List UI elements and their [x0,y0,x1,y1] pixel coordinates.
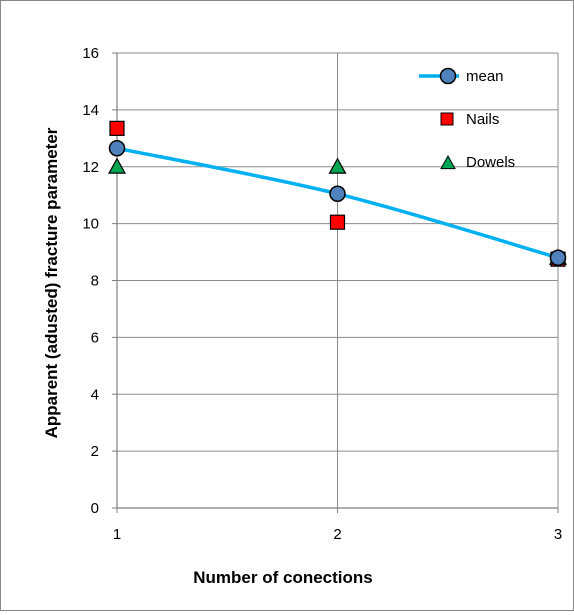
nails-point [329,214,346,230]
x-tick-label: 1 [113,526,121,543]
mean-point [549,249,567,266]
series-layer [107,120,568,267]
x-axis-title: Number of conections [193,568,372,587]
nails-point [109,120,125,136]
x-tick-label: 2 [333,526,341,543]
y-tick-label: 2 [91,443,99,460]
y-tick-label: 6 [91,329,99,346]
legend-nails-label: Nails [466,111,499,128]
dowels-point [107,157,127,174]
legend-mean-marker [439,67,457,85]
legend-mean-label: mean [466,68,504,85]
x-tick-label: 3 [554,526,562,543]
y-tick-label: 12 [82,159,99,176]
y-tick-label: 14 [82,102,99,119]
y-axis-title: Apparent (adusted) fracture parameter [42,127,61,438]
y-tick-label: 10 [82,216,99,233]
y-tick-label: 16 [82,45,99,62]
y-tick-label: 4 [91,386,99,403]
y-tick-label: 0 [91,500,99,517]
legend-dowels-marker [440,154,456,170]
mean-point [329,185,346,203]
y-tick-label: 8 [91,273,99,290]
legend-layer: mean Nails Dowels [419,67,515,171]
dowels-point [328,157,347,174]
legend-dowels-label: Dowels [466,154,515,171]
legend-nails-marker [440,112,454,126]
mean-point [108,140,126,157]
